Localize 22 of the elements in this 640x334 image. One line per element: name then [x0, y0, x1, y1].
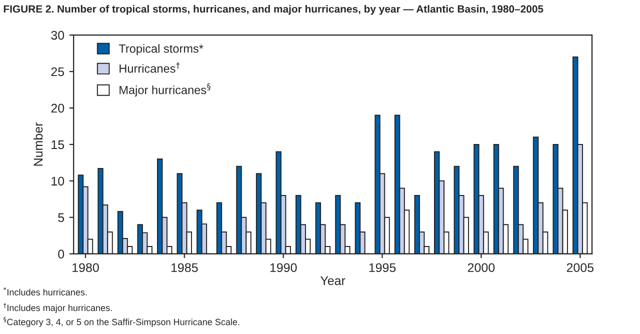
legend-label: Hurricanes$^{†}$ [120, 62, 180, 73]
y-tick-label: 0 [58, 250, 64, 258]
y-tick-label: 10 [52, 176, 64, 186]
y-tick-label: 15 [52, 140, 64, 150]
x-tick-label: 1980 [72, 263, 99, 272]
y-axis-title: Number [33, 122, 43, 166]
x-tick-label: 2005 [566, 263, 594, 272]
y-tick-label: 5 [58, 213, 64, 222]
y-tick-label: 20 [51, 104, 64, 113]
chart-title: FIGURE 2. Number of tropical storms, hurricanes, and major hurricanes, by year — Atlantic Basin, 1980–2005 [4, 5, 544, 15]
x-tick-label: 1985 [171, 263, 198, 272]
legend-label: Major hurricanes$^{§}$ [120, 83, 210, 97]
text: $^{*}$Includes hurricanes. [3, 287, 87, 296]
y-tick-label: 30 [51, 30, 64, 40]
y-tick-label: 25 [51, 67, 64, 76]
text: $^{§}$Category 3, 4, or 5 on the Saffir-Simpson Hurricane Scale. [4, 316, 240, 327]
x-tick-label: 1995 [369, 263, 396, 272]
text: $^{†}$Includes major hurricanes. [3, 302, 112, 313]
legend-label: Tropical storms* [118, 44, 204, 56]
x-axis-title: Year [320, 276, 346, 286]
x-tick-label: 2000 [468, 263, 495, 272]
x-tick-label: 1990 [270, 263, 297, 272]
